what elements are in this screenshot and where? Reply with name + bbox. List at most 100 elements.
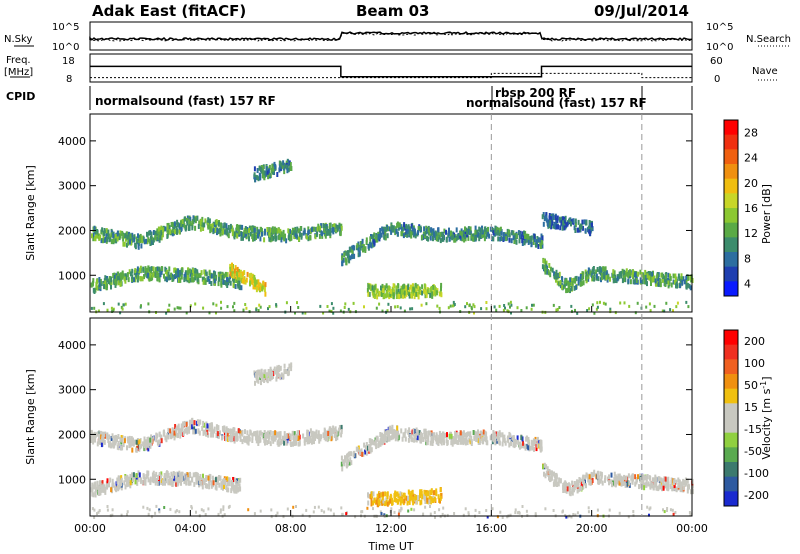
echo-cell: [197, 428, 200, 434]
echo-cell: [567, 285, 570, 291]
echo-cell: [335, 430, 338, 436]
echo-cell: [450, 433, 453, 439]
echo-cell: [325, 435, 328, 441]
echo-cell: [231, 225, 234, 231]
noise-cell: [618, 511, 621, 515]
echo-cell: [266, 440, 269, 446]
colorbar-tick-label: 4: [744, 277, 751, 290]
echo-cell: [204, 279, 207, 285]
echo-cell: [670, 479, 673, 485]
velocity-panel: [89, 317, 693, 517]
noise-cell: [510, 303, 513, 307]
echo-cell: [199, 474, 202, 479]
echo-cell: [511, 435, 514, 441]
echo-cell: [150, 231, 153, 237]
echo-cell: [256, 377, 259, 383]
echo-cell: [400, 285, 403, 291]
echo-cell: [670, 282, 673, 288]
noise-cell: [301, 513, 304, 517]
echo-cell: [397, 225, 400, 231]
echo-cell: [227, 233, 230, 239]
echo-cell: [246, 271, 249, 277]
echo-cell: [338, 223, 341, 229]
noise-cell: [366, 506, 369, 510]
echo-cell: [460, 228, 463, 234]
echo-cell: [401, 231, 404, 237]
echo-cell: [127, 436, 129, 442]
echo-cell: [218, 482, 221, 488]
echo-cell: [404, 286, 407, 292]
echo-cell: [283, 162, 286, 168]
noise-cell: [424, 505, 427, 509]
power-colorbar-label: Power [dB]: [760, 184, 773, 244]
noise-cell: [666, 509, 668, 512]
echo-cell: [239, 477, 242, 483]
noise-cell: [531, 303, 533, 307]
noise-cell: [178, 510, 181, 514]
echo-cell: [127, 277, 130, 283]
noise-cell: [219, 508, 222, 512]
echo-cell: [227, 487, 230, 493]
echo-cell: [407, 224, 410, 230]
echo-cell: [609, 276, 611, 282]
echo-cell: [640, 477, 643, 482]
echo-cell: [106, 283, 108, 289]
echo-cell: [278, 234, 281, 240]
echo-cell: [479, 232, 482, 238]
echo-cell: [183, 216, 186, 222]
noise-cell: [521, 505, 524, 508]
echo-cell: [340, 432, 343, 438]
echo-cell: [346, 457, 349, 463]
echo-cell: [272, 371, 275, 376]
noise-cell: [150, 515, 153, 519]
echo-cell: [196, 472, 199, 478]
echo-cell: [680, 487, 683, 493]
echo-cell: [222, 279, 225, 285]
echo-cell: [685, 280, 688, 285]
echo-cell: [369, 236, 372, 242]
echo-cell: [465, 432, 468, 438]
echo-cell: [483, 231, 486, 237]
echo-cell: [164, 480, 166, 486]
echo-cell: [432, 498, 434, 504]
echo-cell: [257, 378, 260, 384]
echo-cell: [537, 244, 540, 249]
noise-cell: [452, 300, 455, 304]
echo-cell: [622, 273, 625, 279]
echo-cell: [160, 225, 163, 231]
echo-cell: [271, 371, 274, 377]
echo-cell: [601, 480, 604, 486]
freq-label-2: [MHz]: [4, 67, 33, 78]
echo-cell: [620, 271, 623, 276]
noise-cell: [587, 510, 590, 514]
echo-cell: [268, 168, 270, 174]
echo-cell: [234, 284, 237, 289]
echo-cell: [154, 480, 157, 486]
echo-cell: [115, 436, 118, 442]
echo-cell: [329, 230, 332, 236]
echo-cell: [469, 439, 472, 445]
echo-cell: [568, 217, 571, 223]
echo-cell: [103, 432, 106, 437]
echo-cell: [541, 214, 544, 220]
echo-cell: [101, 480, 104, 486]
noise-cell: [285, 301, 288, 305]
echo-cell: [614, 278, 617, 283]
echo-cell: [233, 484, 235, 490]
echo-cell: [652, 276, 655, 282]
echo-cell: [573, 487, 575, 493]
noise-cell: [378, 302, 381, 306]
echo-cell: [351, 249, 354, 255]
echo-cell: [194, 267, 197, 273]
echo-cell: [691, 478, 694, 484]
echo-cell: [326, 430, 328, 436]
echo-cell: [500, 230, 503, 236]
echo-cell: [146, 273, 149, 279]
echo-cell: [492, 236, 495, 242]
echo-cell: [664, 476, 667, 482]
noise-cell: [245, 306, 248, 310]
echo-cell: [513, 439, 516, 445]
noise-cell: [396, 305, 399, 309]
echo-cell: [103, 487, 105, 493]
